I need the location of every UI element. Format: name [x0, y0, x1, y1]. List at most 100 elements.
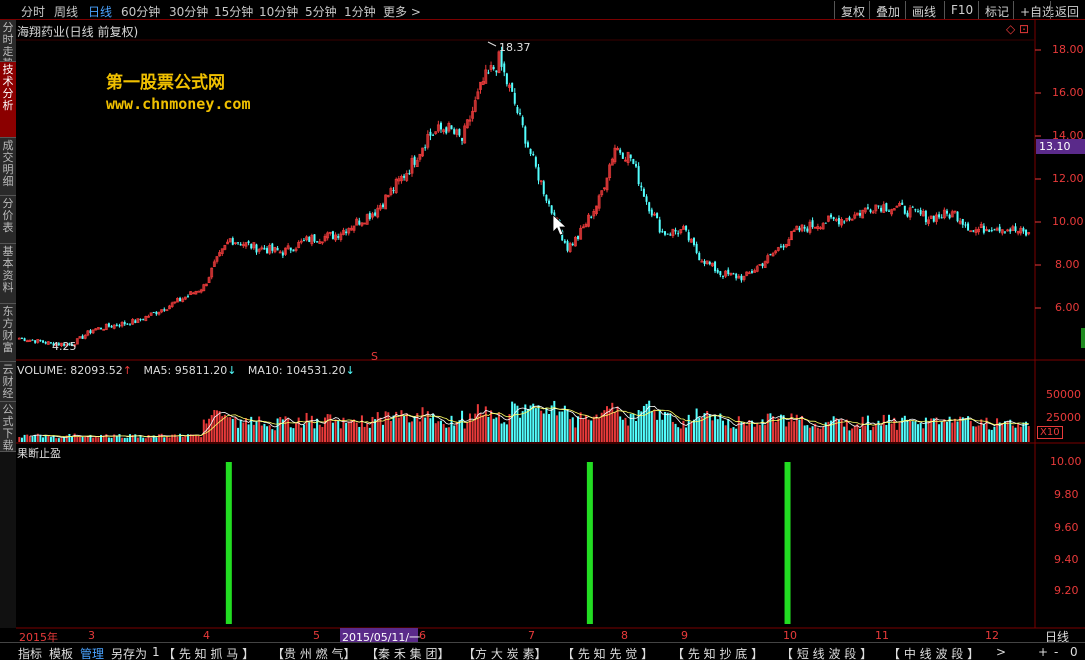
- nav-10min[interactable]: 10分钟: [259, 5, 299, 19]
- candle: [703, 259, 706, 267]
- volume-bar: [387, 412, 390, 442]
- indicator-name: 果断止盈: [17, 447, 61, 460]
- candle: [837, 215, 840, 227]
- volume-bar: [252, 424, 255, 442]
- nav-15min[interactable]: 15分钟: [214, 5, 254, 19]
- volume-bar: [121, 437, 124, 442]
- volume-bar: [756, 423, 759, 442]
- reset-zoom-button[interactable]: 0: [1070, 645, 1078, 659]
- nav-5min[interactable]: 5分钟: [305, 5, 337, 19]
- back-button[interactable]: 返回: [1050, 1, 1085, 19]
- tab-indicator[interactable]: 指标: [18, 647, 43, 660]
- candle: [806, 226, 809, 233]
- candle: [521, 115, 524, 128]
- candle: [223, 244, 227, 251]
- volume-bar: [52, 435, 55, 442]
- tab-formula-8[interactable]: 【 中 线 波 段 】: [888, 647, 980, 660]
- panel-controls[interactable]: ◇ ⊡: [1006, 22, 1030, 36]
- volume-bar: [569, 419, 572, 442]
- side-tab-eastmoney[interactable]: 东方财富: [0, 304, 16, 362]
- candle: [461, 137, 464, 145]
- draw-line-button[interactable]: 画线: [905, 1, 942, 19]
- f10-button[interactable]: F10: [944, 1, 979, 19]
- volume-bar: [397, 417, 400, 442]
- candle: [771, 251, 775, 257]
- nav-1min[interactable]: 1分钟: [344, 5, 376, 19]
- zoom-in-button[interactable]: +: [1038, 645, 1049, 659]
- period-label[interactable]: 日线: [1045, 630, 1070, 644]
- tab-formula-4[interactable]: 【方 大 炭 素】: [463, 647, 547, 660]
- mark-button[interactable]: 标记: [978, 1, 1015, 19]
- candle: [843, 220, 846, 225]
- candle: [914, 208, 917, 213]
- side-tab-technical[interactable]: 技术分析: [0, 62, 16, 138]
- candle: [635, 160, 638, 168]
- zoom-out-button[interactable]: -: [1054, 645, 1059, 659]
- tab-formula-6[interactable]: 【 先 知 抄 底 】: [672, 647, 764, 660]
- volume-bar: [313, 428, 316, 442]
- add-watchlist-button[interactable]: +自选: [1013, 1, 1060, 19]
- candle: [798, 225, 801, 233]
- candle: [685, 225, 688, 232]
- candle: [25, 339, 29, 343]
- candle: [331, 230, 334, 240]
- volume-bar: [526, 408, 529, 442]
- candle: [808, 219, 812, 235]
- nav-weekly[interactable]: 周线: [54, 5, 79, 19]
- volume-bar: [816, 427, 819, 442]
- candle: [650, 207, 653, 218]
- candle: [52, 341, 55, 346]
- tab-manage[interactable]: 管理: [80, 647, 105, 660]
- tab-formula-5[interactable]: 【 先 知 先 觉 】: [562, 647, 654, 660]
- side-tab-fundamentals[interactable]: 基本资料: [0, 244, 16, 304]
- side-tab-trade-detail[interactable]: 成交明细: [0, 138, 16, 196]
- candle: [792, 228, 796, 232]
- side-tab-intraday[interactable]: 分时走势: [0, 20, 16, 62]
- selected-date-box: [340, 628, 418, 642]
- nav-more[interactable]: 更多 >: [383, 5, 421, 19]
- nav-daily[interactable]: 日线: [88, 5, 113, 19]
- volume-bar: [1006, 421, 1009, 442]
- indicator-tick: 9.60: [1054, 521, 1079, 534]
- volume-bar: [890, 423, 893, 442]
- volume-bar: [1014, 427, 1017, 442]
- tab-formula-3[interactable]: 【秦 禾 集 团】: [366, 647, 450, 660]
- tab-formula-1[interactable]: 【 先 知 抓 马 】: [163, 647, 255, 660]
- candle: [347, 227, 351, 236]
- candle: [998, 223, 1001, 234]
- tab-formula-7[interactable]: 【 短 线 波 段 】: [781, 647, 873, 660]
- candle: [349, 225, 353, 231]
- candle: [136, 318, 140, 323]
- volume-bar: [563, 405, 566, 442]
- tab-template[interactable]: 模板: [49, 647, 74, 660]
- candle: [255, 243, 258, 255]
- candle: [134, 319, 137, 324]
- nav-60min[interactable]: 60分钟: [121, 5, 161, 19]
- volume-bar: [152, 435, 155, 442]
- tab-number[interactable]: 1: [152, 645, 160, 659]
- volume-bar: [906, 420, 909, 442]
- overlay-button[interactable]: 叠加: [869, 1, 906, 19]
- candle: [36, 339, 40, 344]
- nav-intraday[interactable]: 分时: [21, 5, 46, 19]
- candle: [1000, 229, 1004, 236]
- tab-save-as[interactable]: 另存为: [111, 647, 148, 660]
- side-tab-cloud-finance[interactable]: 云财经: [0, 362, 16, 402]
- volume-bar: [334, 419, 337, 442]
- side-tab-price-table[interactable]: 分价表: [0, 196, 16, 244]
- candle: [1022, 226, 1025, 234]
- tab-formula-2[interactable]: 【贵 州 燃 气】: [272, 647, 356, 660]
- candle: [811, 217, 814, 229]
- restore-rights-button[interactable]: 复权: [834, 1, 871, 19]
- tab-scroll-right[interactable]: >: [996, 645, 1007, 659]
- nav-30min[interactable]: 30分钟: [169, 5, 209, 19]
- date-tick: 9: [681, 629, 688, 642]
- high-marker: 18.37: [487, 41, 531, 54]
- volume-bar: [260, 425, 263, 442]
- volume-bar: [579, 412, 582, 442]
- side-tab-formula-download[interactable]: 公式下载: [0, 402, 16, 452]
- candle: [590, 215, 593, 219]
- candle: [458, 128, 461, 138]
- volume-bar: [389, 420, 392, 442]
